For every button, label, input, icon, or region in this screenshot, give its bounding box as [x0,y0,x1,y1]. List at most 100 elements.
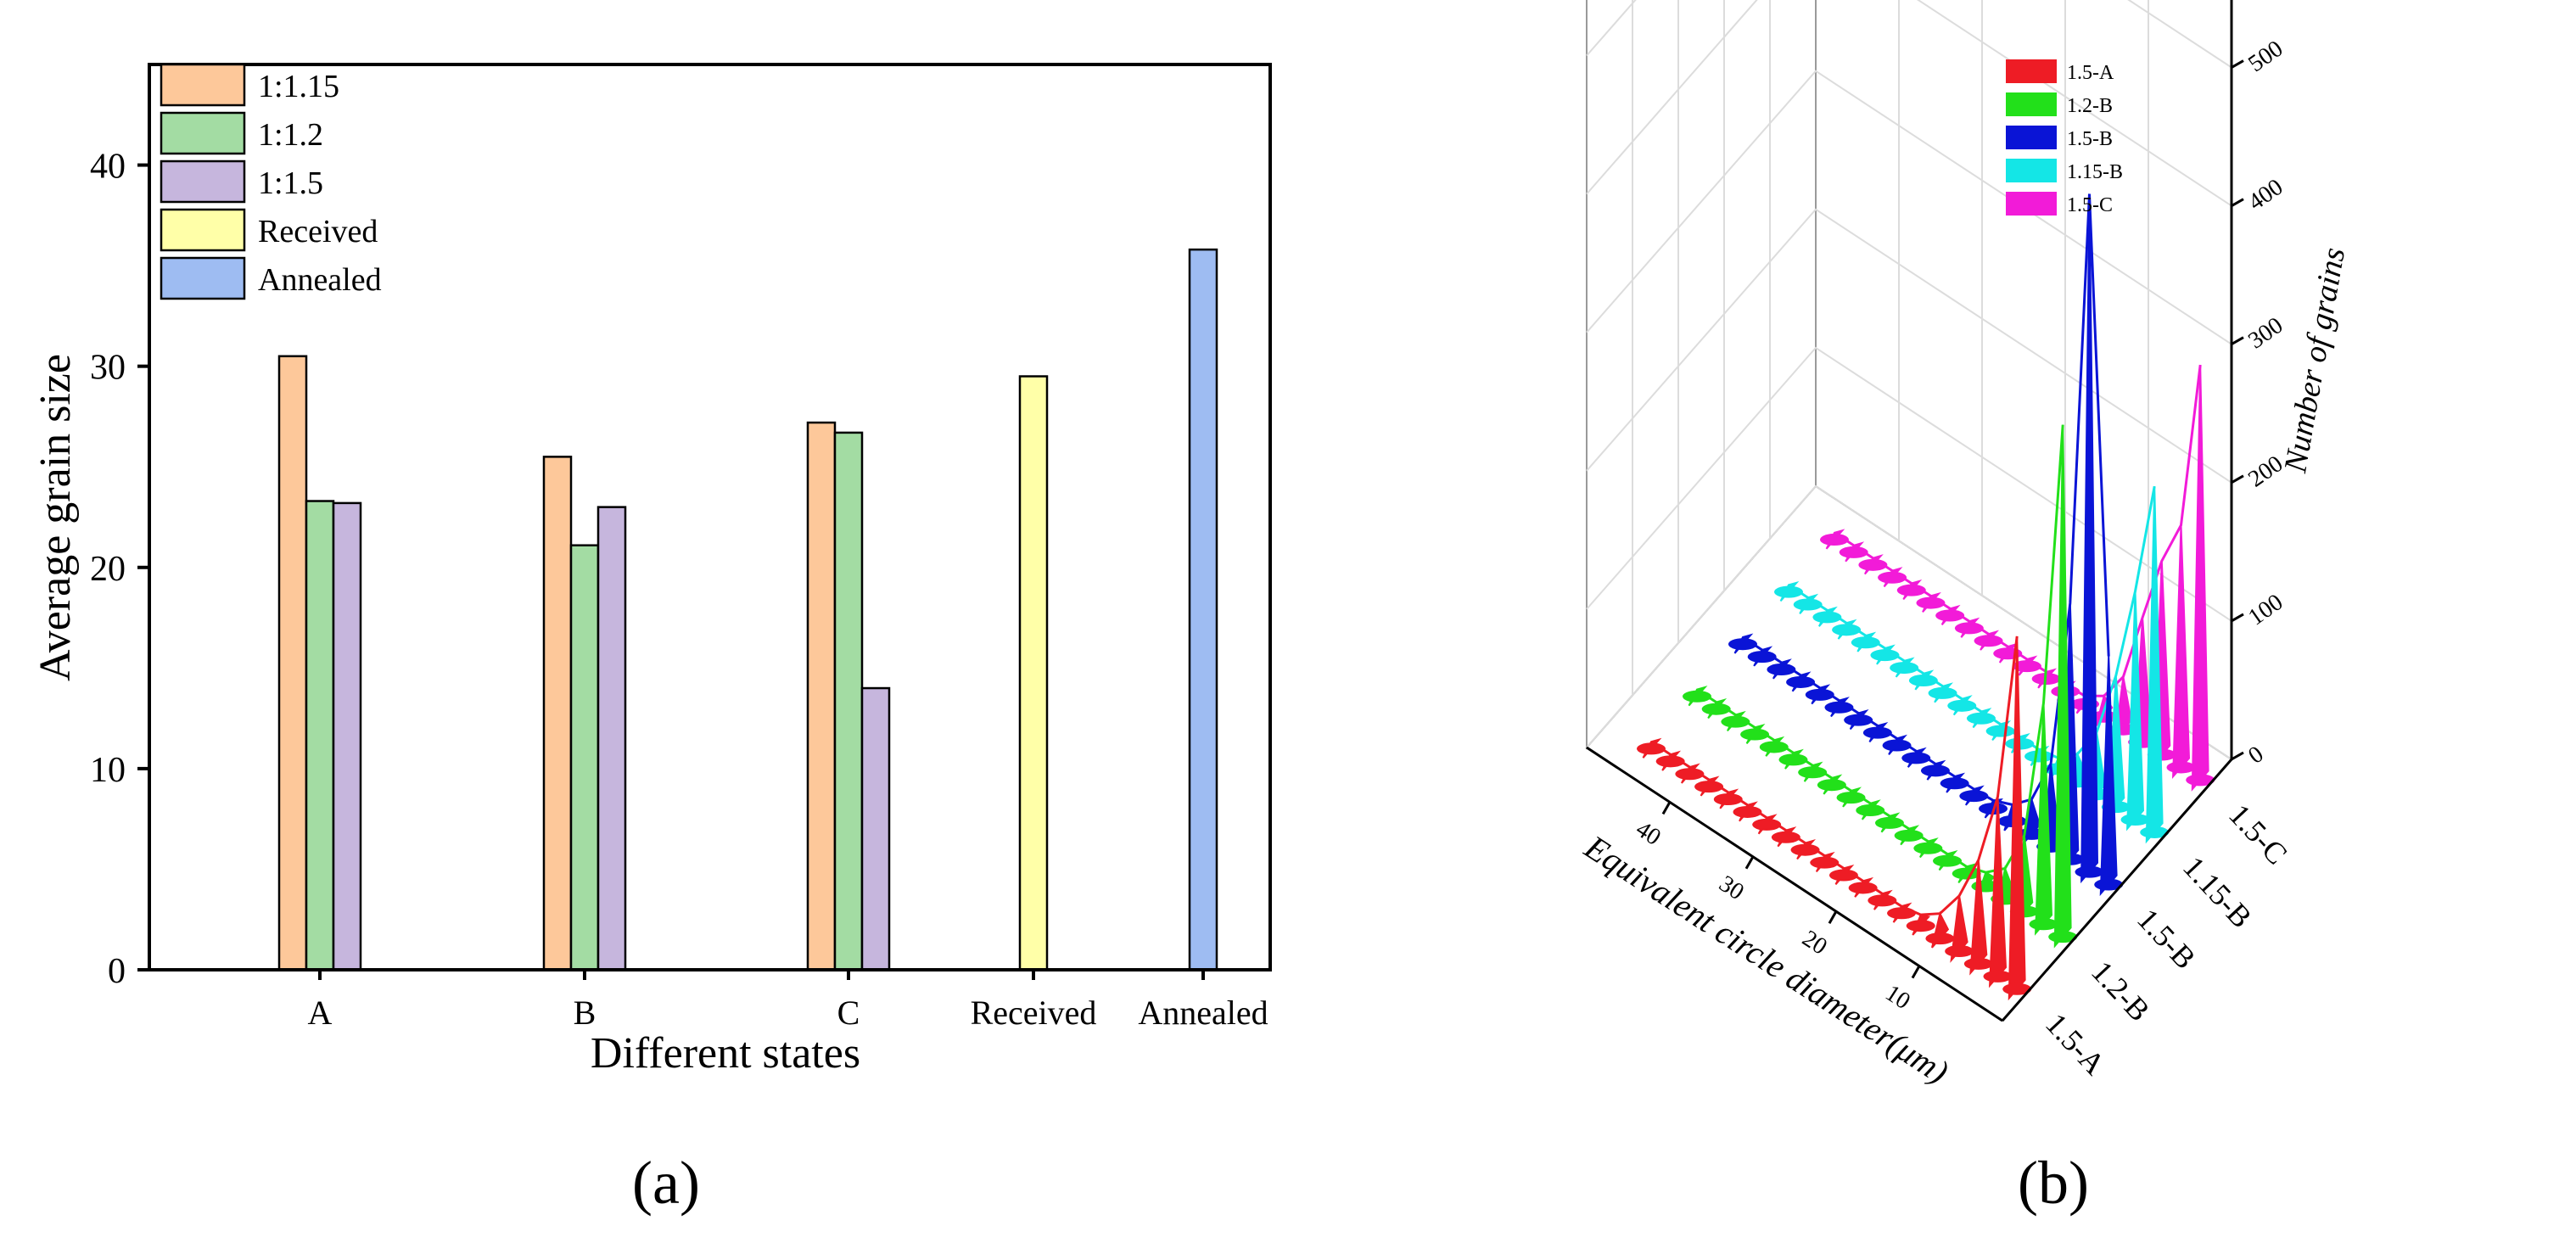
z-tick-mark [2231,751,2244,761]
legend: 1:1.15 1:1.2 1:1.5 Received Annealed [160,63,382,300]
spike-base [1925,932,1955,945]
spike-base [2120,814,2150,826]
x-tick-label: 30 [1714,871,1748,905]
waterfall-series-group [1637,193,2215,1001]
legend-swatch [160,208,246,252]
x-tick-label: Received [971,994,1097,1032]
z-tick-mark [2231,336,2244,346]
x-tick-label: 40 [1631,816,1665,851]
panel-label-a: (a) [632,1149,700,1217]
z-tick-mark [2231,474,2244,484]
spike-base [1906,920,1935,932]
legend-swatch [160,63,246,107]
spike-base [2186,774,2215,787]
grid-line [1586,208,2232,484]
plot-frame [148,63,1272,971]
spike-base [1945,945,1974,958]
legend-swatch [2006,192,2057,216]
grid-line [1586,0,2232,207]
bar-1:1.15-B [542,456,573,971]
panel-label-b: (b) [2018,1149,2089,1217]
legend-label: 1.5-B [2067,128,2113,150]
spike-base [2048,931,2078,943]
legend-swatch [2006,59,2057,83]
x-axis-label: Different states [591,1029,860,1078]
y-axis-ticks: 0 10 20 30 40 [90,148,149,991]
series-tick-label: 1.2-B [2085,955,2156,1028]
plot-walls [1585,0,2233,1022]
spike-base [1887,907,1917,920]
spike-base [2140,826,2170,838]
bar-1:1.5-C [860,686,891,971]
series-tick-label: 1.5-A [2039,1006,2112,1081]
y-axis-label: Average grain size [31,354,80,681]
bar-1:1.5-A [332,501,362,971]
spike-base [1963,957,1993,970]
z-tick-mark [2231,613,2244,623]
x-tick-label: Annealed [1138,994,1268,1032]
bar-1:1.5-B [596,506,627,971]
z-tick-label: 300 [2243,312,2288,354]
spike-base [2024,750,2054,763]
z-tick-mark [2231,59,2244,69]
x-tick-label: C [837,994,860,1032]
y-tick-label: 20 [90,550,126,589]
series-line [1742,193,2110,806]
series-1.5-A [1637,635,2032,1001]
series-line [1650,635,2019,916]
legend-label: 1.5-A [2067,62,2114,84]
series-tick-label: 1.5-C [2222,798,2293,871]
y-tick-label: 30 [90,349,126,388]
x-tick-mark [1661,801,1672,815]
x-tick-mark [1744,856,1755,870]
legend-label: 1.5-C [2067,194,2113,216]
bar-series-group [277,248,1218,971]
series-axis-line [2001,759,2233,1022]
bar-1:1.2-B [569,544,600,971]
x-axis-ticks: A B C Received Annealed [308,970,1268,1032]
bar-Received-Received [1018,375,1049,971]
y-tick-label: 10 [90,751,126,790]
legend-label: 1.2-B [2067,95,2113,117]
x-tick-mark [1828,910,1838,924]
z-tick-label: 100 [2243,589,2288,630]
series-tick-label: 1.5-B [2131,902,2202,976]
spike-base [2075,865,2104,878]
bar-1:1.15-C [806,421,837,971]
y-tick-label: 40 [90,148,126,187]
spike-base [2029,918,2058,931]
legend-swatch [2006,126,2057,149]
spike-base [2166,761,2196,774]
x-tick-mark [1911,965,1921,979]
x-tick-label: 10 [1880,980,1914,1015]
bar-1:1.2-C [833,431,864,971]
spike-base [1983,970,2013,983]
bar-1:1.15-A [277,355,308,971]
bar-Annealed-Annealed [1188,248,1218,971]
series-tick-label: 1.15-B [2176,850,2259,935]
legend: 1.5-A 1.2-B 1.5-B 1.15-B 1.5-C [2006,59,2123,216]
legend-swatch [160,256,246,300]
x-tick-label: A [308,994,333,1032]
bar-1:1.2-A [305,500,335,971]
spike-base [2094,878,2124,891]
x-tick-label: B [574,994,596,1032]
z-tick-label: 400 [2243,174,2288,216]
z-tick-label: 0 [2243,741,2268,769]
legend-swatch [2006,92,2057,116]
z-axis-label: Number of grains [2277,245,2352,476]
y-tick-label: 0 [108,952,126,991]
legend-label: 1:1.5 [258,165,323,201]
legend-label: 1.15-B [2067,161,2123,183]
legend-swatch [160,111,246,155]
legend-label: Received [258,214,378,249]
x-tick-label: 20 [1797,925,1831,960]
z-tick-label: 500 [2243,36,2288,77]
spike-base [2002,983,2032,995]
legend-swatch [2006,159,2057,182]
x-axis-line [1586,746,2003,1022]
legend-label: Annealed [258,262,382,298]
